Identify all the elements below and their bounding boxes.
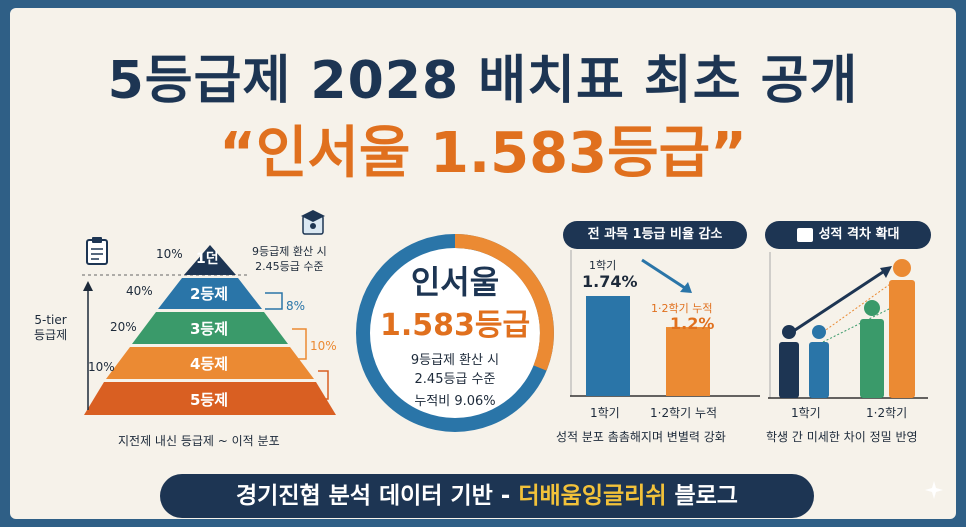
center-line1: 인서울 [410, 263, 500, 301]
center-detail3: 누적비 9.06% [414, 394, 496, 409]
center-detail2: 2.45등급 수준 [414, 372, 496, 387]
page-title: 5등급제 2028 배치표 최초 공개 [107, 51, 859, 111]
pyramid-tier-3 [132, 312, 288, 344]
footer-bar: 경기진협 분석 데이터 기반 - 더배움잉글리쉬 블로그 [160, 474, 814, 518]
gap-trend-arrowhead [880, 266, 892, 278]
page-subtitle: “인서울 1.583등급” [219, 121, 747, 186]
tier-percent-2: 40% [126, 284, 153, 298]
tier-percent-1: 10% [156, 247, 183, 261]
tier-label-5: 5등제 [190, 391, 229, 409]
center-detail1: 9등급제 환산 시 [410, 353, 500, 368]
gap-panel-caption: 학생 간 미세한 차이 정밀 반영 [766, 430, 918, 444]
bar2-value-label: 1.2% [670, 314, 715, 333]
bar1-top-label: 1학기 [589, 259, 617, 272]
tier-label-2: 2등제 [190, 285, 229, 303]
gap-panel-title-pill: 성적 격차 확대 [765, 221, 931, 249]
clipboard-icon [86, 237, 108, 265]
bracket-red [318, 370, 329, 400]
center-ring [356, 234, 554, 432]
gap-panel-title: 성적 격차 확대 [818, 227, 900, 242]
bar2-x-label: 1·2학기 누적 [650, 406, 718, 420]
bracket-orange [292, 328, 307, 360]
center-line2: 1.583등급 [379, 308, 531, 343]
bar1-x-label: 1학기 [590, 406, 620, 420]
bar-panel-caption: 성적 분포 촘촘해지며 변별력 강화 [556, 430, 726, 444]
pyramid-graphic [82, 245, 336, 415]
pyramid-tier-2 [158, 278, 262, 309]
chart-icon [796, 227, 813, 242]
person-1 [779, 325, 799, 398]
pyramid-top-note: 9등급제 환산 시 2.45등급 수준 [252, 245, 327, 273]
tier-percent-3: 20% [110, 320, 137, 334]
marker-8pct: 8% [286, 299, 306, 313]
person-4 [889, 259, 915, 398]
bar-1st-semester [586, 296, 630, 396]
gap-x-label-2: 1·2학기 [866, 406, 908, 420]
footer-text-end: 블로그 [666, 483, 738, 509]
gap-panel-chart [768, 252, 928, 399]
marker-10pct: 10% [310, 339, 337, 353]
bracket-blue [265, 292, 283, 310]
trend-arrowhead [680, 282, 692, 293]
bar-panel-title: 전 과목 1등급 비율 감소 [563, 221, 747, 249]
gap-trend-arrow [791, 268, 887, 334]
bar2-top-label: 1·2학기 누적 [651, 302, 713, 315]
pyramid-side-label: 5-tier 등급제 [34, 313, 68, 342]
footer-text-main: 경기진협 분석 데이터 기반 - [236, 483, 519, 509]
tier-label-4: 4등제 [190, 355, 229, 373]
tier-percent-4: 10% [88, 360, 115, 374]
person-3 [860, 300, 884, 398]
pyramid-tier-4 [106, 347, 314, 379]
trend-arrow [641, 258, 689, 292]
pyramid-tier-5 [84, 382, 336, 415]
pyramid-caption: 지전제 내신 등급제 ~ 이적 분포 [118, 434, 280, 448]
bar1-value-label: 1.74% [582, 272, 638, 291]
bar-panel-chart [570, 250, 760, 397]
sparkle-icon [925, 481, 943, 499]
gap-x-label-1: 1학기 [791, 406, 821, 420]
bar-cumulative [666, 327, 710, 396]
pyramid-tier-1 [184, 245, 236, 275]
tier-label-3: 3등제 [190, 320, 229, 338]
tier-label-1: 1던 [196, 251, 219, 267]
footer-text-highlight: 더배움잉글리쉬 [518, 483, 667, 509]
pyramid-axis-arrowhead [83, 281, 93, 291]
person-2 [809, 325, 829, 398]
graduation-cap-icon [301, 210, 325, 235]
